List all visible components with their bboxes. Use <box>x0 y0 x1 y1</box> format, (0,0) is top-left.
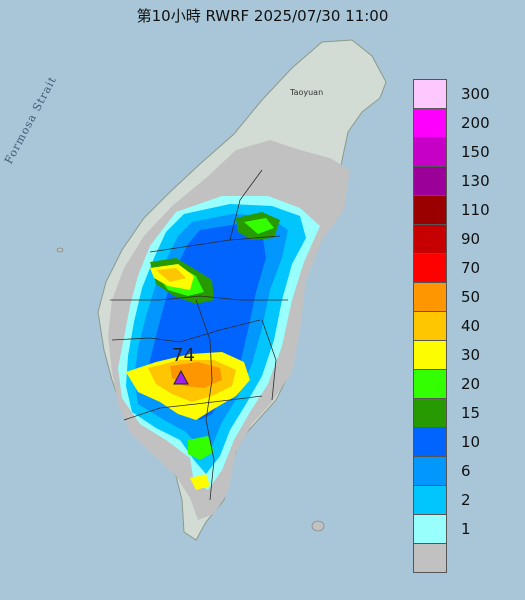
legend-item: 20 <box>413 369 515 399</box>
legend-swatch <box>413 485 447 515</box>
legend-swatch <box>413 456 447 486</box>
legend-swatch <box>413 543 447 573</box>
legend-swatch <box>413 166 447 196</box>
legend-item: 6 <box>413 456 515 486</box>
legend-item: 110 <box>413 195 515 225</box>
legend-label: 150 <box>461 143 490 161</box>
legend-label: 300 <box>461 85 490 103</box>
legend-swatch <box>413 340 447 370</box>
legend-item: 15 <box>413 398 515 428</box>
legend-label: 110 <box>461 201 490 219</box>
legend-swatch <box>413 282 447 312</box>
legend-item: 40 <box>413 311 515 341</box>
legend-item: 10 <box>413 427 515 457</box>
legend-label: 15 <box>461 404 481 422</box>
legend-item: 150 <box>413 137 515 167</box>
legend-swatch <box>413 427 447 457</box>
legend-label: 40 <box>461 317 481 335</box>
legend-label: 50 <box>461 288 481 306</box>
legend-swatch <box>413 253 447 283</box>
islet <box>56 247 64 253</box>
rain-area-20b <box>244 218 274 234</box>
legend-label: 6 <box>461 462 471 480</box>
legend-swatch <box>413 195 447 225</box>
legend-label: 1 <box>461 520 471 538</box>
city-label-taoyuan: Taoyuan <box>290 88 324 97</box>
rain-legend: 300 200 150 130 110 90 70 50 40 30 20 15 10 6 2 1 <box>413 79 515 573</box>
legend-swatch <box>413 224 447 254</box>
legend-item: 130 <box>413 166 515 196</box>
legend-item: 200 <box>413 108 515 138</box>
rain-area-40b <box>156 268 186 282</box>
islet <box>311 520 325 532</box>
legend-swatch <box>413 79 447 109</box>
legend-item: 90 <box>413 224 515 254</box>
rain-area-south-green <box>188 436 214 460</box>
legend-swatch <box>413 398 447 428</box>
legend-swatch <box>413 369 447 399</box>
max-rain-marker <box>173 369 189 385</box>
legend-label: 200 <box>461 114 490 132</box>
legend-label: 30 <box>461 346 481 364</box>
legend-item: 70 <box>413 253 515 283</box>
max-rain-value: 74 <box>172 345 195 366</box>
legend-item <box>413 543 515 573</box>
legend-label: 20 <box>461 375 481 393</box>
legend-label: 2 <box>461 491 471 509</box>
legend-label: 130 <box>461 172 490 190</box>
legend-label: 90 <box>461 230 481 248</box>
legend-swatch <box>413 311 447 341</box>
legend-item: 50 <box>413 282 515 312</box>
county-boundaries <box>110 169 288 501</box>
legend-swatch <box>413 137 447 167</box>
legend-swatch <box>413 108 447 138</box>
map-title: 第10小時 RWRF 2025/07/30 11:00 <box>136 7 389 25</box>
legend-item: 1 <box>413 514 515 544</box>
legend-item: 300 <box>413 79 515 109</box>
legend-label: 70 <box>461 259 481 277</box>
legend-item: 30 <box>413 340 515 370</box>
rain-area-south-yellow <box>190 474 210 490</box>
legend-label: 10 <box>461 433 481 451</box>
legend-item: 2 <box>413 485 515 515</box>
legend-swatch <box>413 514 447 544</box>
